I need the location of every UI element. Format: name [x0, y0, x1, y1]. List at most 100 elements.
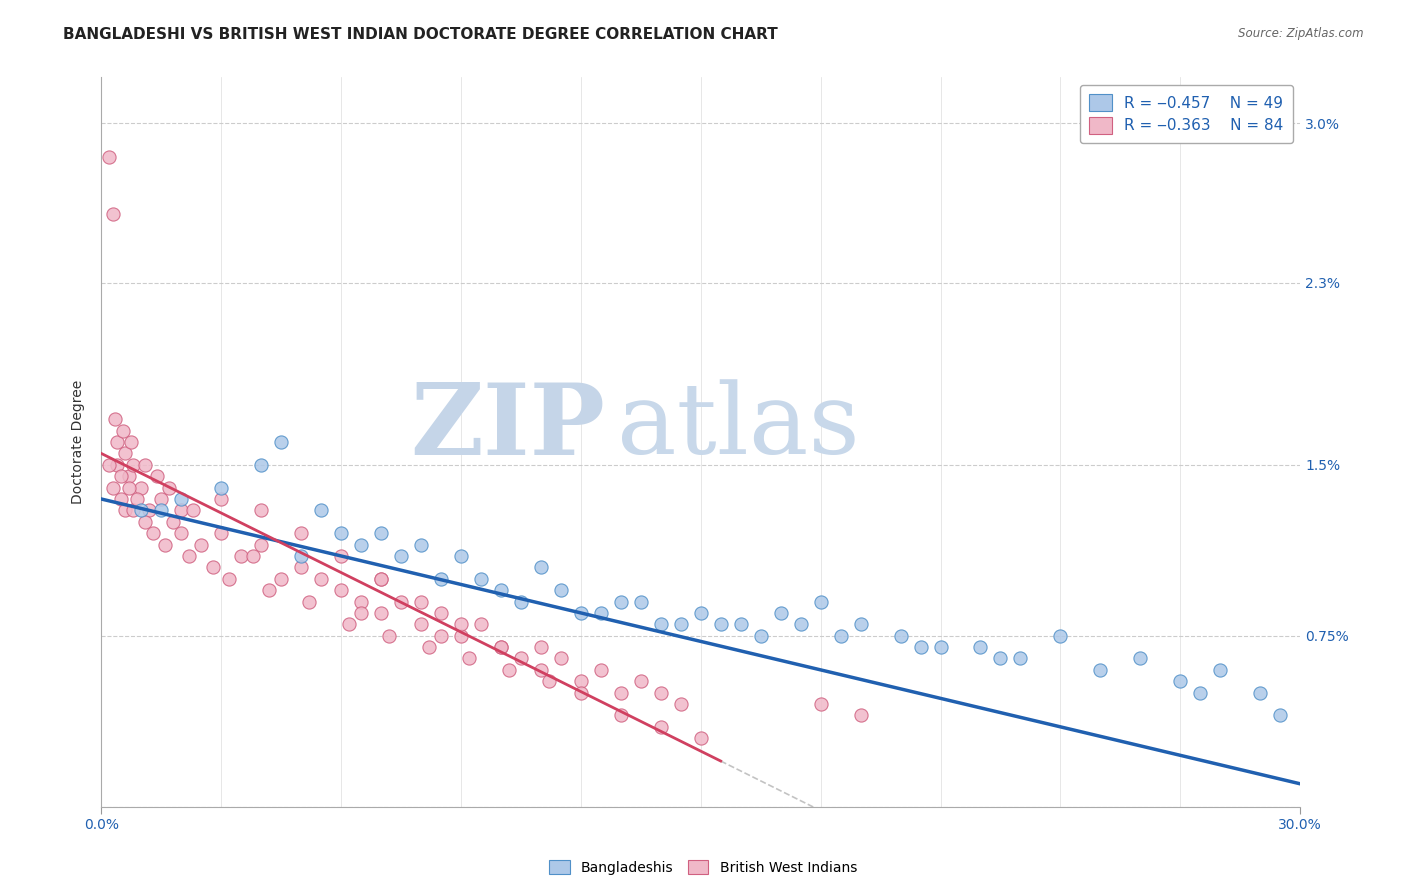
- Point: [229, 549, 252, 563]
- Point: [569, 674, 592, 689]
- Point: [370, 572, 392, 586]
- Point: [1129, 651, 1152, 665]
- Point: [498, 663, 520, 677]
- Point: [409, 537, 432, 551]
- Point: [489, 640, 512, 654]
- Point: [409, 617, 432, 632]
- Point: [530, 663, 553, 677]
- Point: [370, 606, 392, 620]
- Point: [830, 629, 852, 643]
- Point: [134, 458, 156, 472]
- Point: [1270, 708, 1292, 723]
- Point: [270, 572, 292, 586]
- Point: [810, 594, 832, 608]
- Point: [138, 503, 160, 517]
- Point: [120, 435, 142, 450]
- Point: [370, 526, 392, 541]
- Point: [350, 594, 373, 608]
- Point: [689, 606, 711, 620]
- Point: [789, 617, 811, 632]
- Point: [569, 606, 592, 620]
- Point: [630, 674, 652, 689]
- Point: [250, 503, 273, 517]
- Point: [209, 526, 232, 541]
- Point: [190, 537, 212, 551]
- Point: [150, 503, 173, 517]
- Point: [330, 583, 353, 598]
- Point: [418, 640, 440, 654]
- Point: [1010, 651, 1032, 665]
- Point: [209, 491, 232, 506]
- Point: [157, 481, 180, 495]
- Point: [122, 458, 145, 472]
- Point: [1189, 686, 1212, 700]
- Point: [118, 469, 141, 483]
- Text: Source: ZipAtlas.com: Source: ZipAtlas.com: [1239, 27, 1364, 40]
- Point: [330, 549, 353, 563]
- Point: [250, 458, 273, 472]
- Point: [710, 617, 733, 632]
- Point: [350, 537, 373, 551]
- Point: [110, 491, 132, 506]
- Point: [890, 629, 912, 643]
- Point: [122, 503, 145, 517]
- Point: [470, 617, 492, 632]
- Point: [409, 594, 432, 608]
- Point: [150, 491, 173, 506]
- Point: [669, 617, 692, 632]
- Point: [509, 651, 531, 665]
- Point: [610, 708, 633, 723]
- Point: [1090, 663, 1112, 677]
- Point: [589, 606, 612, 620]
- Point: [257, 583, 280, 598]
- Point: [103, 207, 125, 221]
- Point: [1209, 663, 1232, 677]
- Point: [530, 640, 553, 654]
- Point: [430, 572, 453, 586]
- Point: [337, 617, 360, 632]
- Point: [98, 458, 121, 472]
- Point: [146, 469, 169, 483]
- Point: [610, 594, 633, 608]
- Point: [730, 617, 752, 632]
- Point: [689, 731, 711, 746]
- Point: [849, 708, 872, 723]
- Point: [309, 572, 332, 586]
- Point: [550, 651, 572, 665]
- Point: [170, 526, 193, 541]
- Point: [489, 583, 512, 598]
- Point: [118, 481, 141, 495]
- Point: [103, 481, 125, 495]
- Point: [309, 503, 332, 517]
- Point: [389, 594, 412, 608]
- Point: [114, 503, 136, 517]
- Point: [849, 617, 872, 632]
- Point: [537, 674, 560, 689]
- Y-axis label: Doctorate Degree: Doctorate Degree: [72, 380, 86, 504]
- Point: [450, 617, 472, 632]
- Point: [370, 572, 392, 586]
- Text: atlas: atlas: [617, 379, 859, 475]
- Point: [530, 560, 553, 574]
- Point: [990, 651, 1012, 665]
- Point: [98, 150, 121, 164]
- Point: [250, 537, 273, 551]
- Point: [298, 594, 321, 608]
- Point: [105, 458, 128, 472]
- Point: [209, 481, 232, 495]
- Legend: R = ‒0.457    N = 49, R = ‒0.363    N = 84: R = ‒0.457 N = 49, R = ‒0.363 N = 84: [1080, 85, 1292, 143]
- Point: [104, 412, 127, 426]
- Point: [290, 549, 312, 563]
- Point: [105, 435, 128, 450]
- Point: [589, 663, 612, 677]
- Point: [650, 720, 672, 734]
- Point: [810, 697, 832, 711]
- Point: [1168, 674, 1191, 689]
- Point: [910, 640, 932, 654]
- Point: [378, 629, 401, 643]
- Point: [290, 560, 312, 574]
- Point: [127, 491, 149, 506]
- Point: [112, 424, 135, 438]
- Point: [350, 606, 373, 620]
- Point: [509, 594, 531, 608]
